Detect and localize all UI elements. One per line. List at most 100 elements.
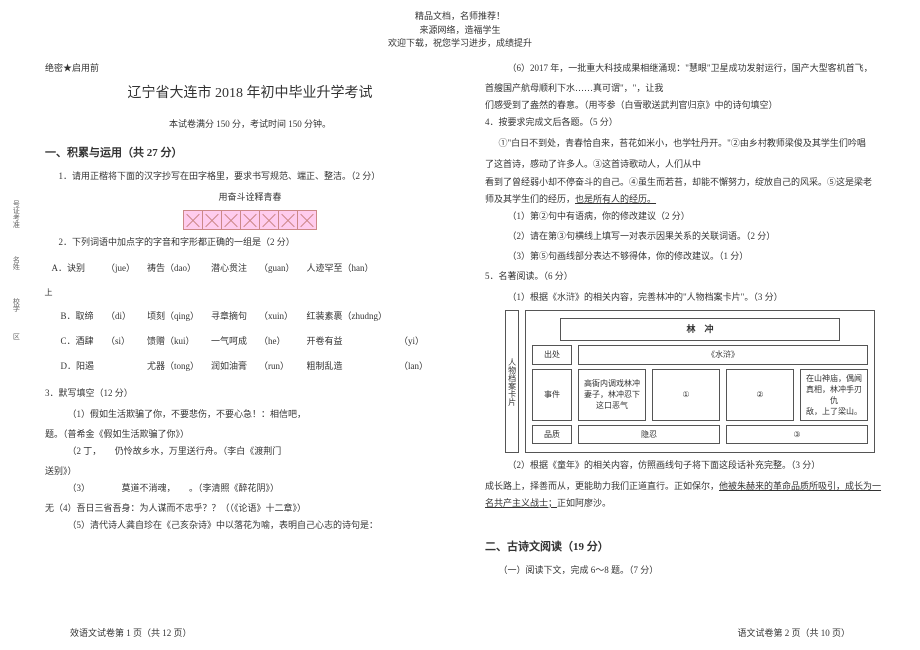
wm-l2: 来源网络，造福学生 bbox=[0, 24, 920, 38]
dia-event-left: 高衙内调戏林冲 妻子，林冲忍下 这口恶气 bbox=[578, 369, 646, 422]
q5-1: （1）根据《水浒》的相关内容，完善林冲的"人物档案卡片"。（3 分） bbox=[485, 289, 895, 306]
q3-1: （1）假如生活欺骗了你，不要悲伤，不要心急！：相信吧， bbox=[45, 406, 455, 423]
q4-b2: 了这首诗，感动了许多人。③这首诗歌动人，人们从中 bbox=[485, 156, 895, 173]
optC-2: 馈赠（kui） bbox=[147, 330, 209, 353]
grid-cell bbox=[297, 210, 317, 230]
dia-r4c: ③ bbox=[726, 425, 868, 444]
s2-1: （一）阅读下文，完成 6～8 题。（7 分） bbox=[485, 562, 895, 579]
dia-title: 林 冲 bbox=[560, 318, 840, 341]
tianzige-row: 用奋斗诠释青春 bbox=[45, 189, 455, 206]
q1-phrase: 用奋斗诠释青春 bbox=[218, 189, 281, 206]
exam-title: 辽宁省大连市 2018 年初中毕业升学考试 bbox=[45, 81, 455, 108]
q4-b3: 看到了曾经弱小却不停奋斗的自己。④虽生而若苔，却能不懈努力，绽放自己的风采。⑤这… bbox=[485, 174, 895, 191]
q4-3: （3）第⑤句画线部分表达不够得体，你的修改建议。（1 分） bbox=[485, 248, 895, 265]
right-page-footer: 语文试卷第 2 页（共 10 页） bbox=[737, 625, 850, 642]
q4-2: （2）请在第③句横线上填写一对表示因果关系的关联词语。（2 分） bbox=[485, 228, 895, 245]
exam-info: 本试卷满分 150 分，考试时间 150 分钟。 bbox=[45, 116, 455, 133]
dia-side-label: 人物档案卡片 bbox=[505, 310, 519, 453]
grid-cell bbox=[202, 210, 222, 230]
character-card-diagram: 林 冲 出处 《水浒》 事件 高衙内调戏林冲 妻子，林冲忍下 这口恶气 ① ② … bbox=[525, 310, 875, 453]
q2-options-table: A．诀别 （jue） 祷告（dao） 潜心贯注 （guan） 人迹罕至（han）… bbox=[59, 255, 441, 381]
optA-pre: 上 bbox=[61, 282, 398, 303]
q3-4: 无（4）吾日三省吾身：为人谋而不忠乎？？（（《论语》十二章》） bbox=[45, 500, 455, 517]
q4-text: 4．按要求完成文后各题。（5 分） bbox=[485, 114, 895, 131]
optC-3: 一气呵成 bbox=[211, 330, 257, 353]
dia-r2l2: 妻子，林冲忍下 bbox=[584, 389, 640, 400]
optB-3: 寻章摘句 bbox=[211, 305, 257, 328]
right-column: （6）2017 年，一批重大科技成果相继涌现："慧眼"卫星成功发射运行，国产大型… bbox=[485, 60, 895, 583]
dia-r2r1: 在山神庙，偶闻 bbox=[806, 373, 862, 384]
optD-3: 润如油膏 bbox=[211, 355, 257, 378]
q3-6b: 首艘国产航母顺利下水……真可谓"，"，让我 bbox=[485, 80, 895, 97]
q4-1: （1）第②句中有语病，你的修改建议（2 分） bbox=[485, 208, 895, 225]
optB-5: 红装素裹（zhudng） bbox=[307, 305, 398, 328]
q4-b4u: 也是所有人的经历。 bbox=[575, 194, 656, 204]
optB-0: B．取缔 bbox=[61, 305, 105, 328]
q5-2c: 名共产主义战士； bbox=[485, 498, 557, 508]
optB-2: 顷刻（qing） bbox=[147, 305, 209, 328]
q4-b4: 师及其学生们的经历，也是所有人的经历。 bbox=[485, 191, 895, 208]
tianzige-grid bbox=[184, 210, 317, 230]
opt-row-A: A．诀别 （jue） 祷告（dao） 潜心贯注 （guan） 人迹罕至（han） bbox=[61, 257, 439, 280]
dia-r2r3: 敌，上了梁山。 bbox=[806, 406, 862, 417]
q4-b4a: 师及其学生们的经历， bbox=[485, 194, 575, 204]
q3-2: （2 丁， 仍怜故乡水，万里送行舟。（李白《渡荆门 bbox=[45, 443, 455, 460]
q5-2c-line: 名共产主义战士；正如阿廖沙。 bbox=[485, 495, 895, 512]
optB-1: （di） bbox=[106, 305, 145, 328]
opt-row-C: C．酒肆 （si） 馈赠（kui） 一气呵成 （he） 开卷有益 （yi） bbox=[61, 330, 439, 353]
dia-r1b: 《水浒》 bbox=[578, 345, 868, 364]
dia-event-right: 在山神庙，偶闻 真相，林冲手刃仇 敌，上了梁山。 bbox=[800, 369, 868, 422]
grid-cell bbox=[221, 210, 241, 230]
optC-4: （he） bbox=[259, 330, 305, 353]
optC-0: C．酒肆 bbox=[61, 330, 105, 353]
dia-r4a: 品质 bbox=[532, 425, 572, 444]
dia-r2l1: 高衙内调戏林冲 bbox=[584, 378, 640, 389]
dia-blank2: ② bbox=[726, 369, 794, 422]
dia-event-label: 事件 bbox=[532, 369, 572, 422]
optC-6: （yi） bbox=[399, 330, 438, 353]
q5-2b-line: 成长路上，择善而从，更能助力我们正道直行。正如保尔，他被朱赫来的革命品质所吸引，… bbox=[485, 478, 895, 495]
q2-text: 2．下列词语中加点字的字音和字形都正确的一组是（2 分） bbox=[45, 234, 455, 251]
dia-r1a: 出处 bbox=[532, 345, 572, 364]
dia-r2l3: 这口恶气 bbox=[596, 400, 628, 411]
q3-6a: （6）2017 年，一批重大科技成果相继涌现："慧眼"卫星成功发射运行，国产大型… bbox=[485, 60, 895, 77]
optA-2: 祷告（dao） bbox=[147, 257, 209, 280]
optA-0: A．诀别 bbox=[61, 257, 105, 280]
q3-2b: 送别》） bbox=[45, 463, 455, 480]
optA-4: （guan） bbox=[259, 257, 305, 280]
dia-r2r2: 真相，林冲手刃仇 bbox=[805, 384, 863, 406]
grid-cell bbox=[259, 210, 279, 230]
optA-5: 人迹罕至（han） bbox=[307, 257, 398, 280]
grid-cell bbox=[183, 210, 203, 230]
optA-3: 潜心贯注 bbox=[211, 257, 257, 280]
left-page-footer: 效语文试卷第 1 页（共 12 页） bbox=[70, 625, 192, 642]
q1-text: 1．请用正楷将下面的汉字抄写在田字格里，要求书写规范、端正、整洁。（2 分） bbox=[45, 168, 455, 185]
left-column: 绝密★启用前 辽宁省大连市 2018 年初中毕业升学考试 本试卷满分 150 分… bbox=[45, 60, 455, 583]
grid-cell bbox=[240, 210, 260, 230]
binding-margin-text: 号证考准 名姓 校学 区 bbox=[8, 200, 23, 340]
optD-6: （lan） bbox=[399, 355, 438, 378]
optD-4: （run） bbox=[259, 355, 305, 378]
q5-text: 5．名著阅读。（6 分） bbox=[485, 268, 895, 285]
optD-1 bbox=[106, 355, 145, 378]
opt-row-D: D．阳遏 尤器（tong） 润如油膏 （run） 粗制乱造 （lan） bbox=[61, 355, 439, 378]
opt-row-B: B．取缔 （di） 顷刻（qing） 寻章摘句 （xuin） 红装素裹（zhud… bbox=[61, 305, 439, 328]
q4-b1: ①"白日不到处，青春恰自来，苔花如米小，也学牡丹开。"②由乡村教师梁俊及其学生们… bbox=[485, 135, 895, 152]
q3-5: （5）清代诗人龚自珍在《己亥杂诗》中以落花为喻，表明自己心志的诗句是： bbox=[45, 517, 455, 534]
section1-head: 一、积累与运用（共 27 分） bbox=[45, 143, 455, 164]
two-column-layout: 绝密★启用前 辽宁省大连市 2018 年初中毕业升学考试 本试卷满分 150 分… bbox=[0, 0, 920, 593]
optC-5: 开卷有益 bbox=[307, 330, 398, 353]
q3-1b: 题。（普希金《假如生活欺骗了你》） bbox=[45, 426, 455, 443]
wm-l1: 精品文档，名师推荐！ bbox=[0, 10, 920, 24]
q5-2a: （2）根据《童年》的相关内容，仿照画线句子将下面这段话补充完整。（3 分） bbox=[485, 457, 895, 474]
optB-4: （xuin） bbox=[259, 305, 305, 328]
confidential-label: 绝密★启用前 bbox=[45, 60, 455, 77]
grid-cell bbox=[278, 210, 298, 230]
section2-head: 二、古诗文阅读（19 分） bbox=[485, 537, 895, 558]
dia-r4b: 隐忍 bbox=[578, 425, 720, 444]
optA-1: （jue） bbox=[106, 257, 145, 280]
q3-3: （3） 莫道不消魂， 。（李清照《醉花阴》） bbox=[45, 480, 455, 497]
optD-2: 尤器（tong） bbox=[147, 355, 209, 378]
q3-6c: 们感受到了盎然的春意。（用岑参（白雪歌送武判官归京》中的诗句填空） bbox=[485, 97, 895, 114]
optC-1: （si） bbox=[106, 330, 145, 353]
